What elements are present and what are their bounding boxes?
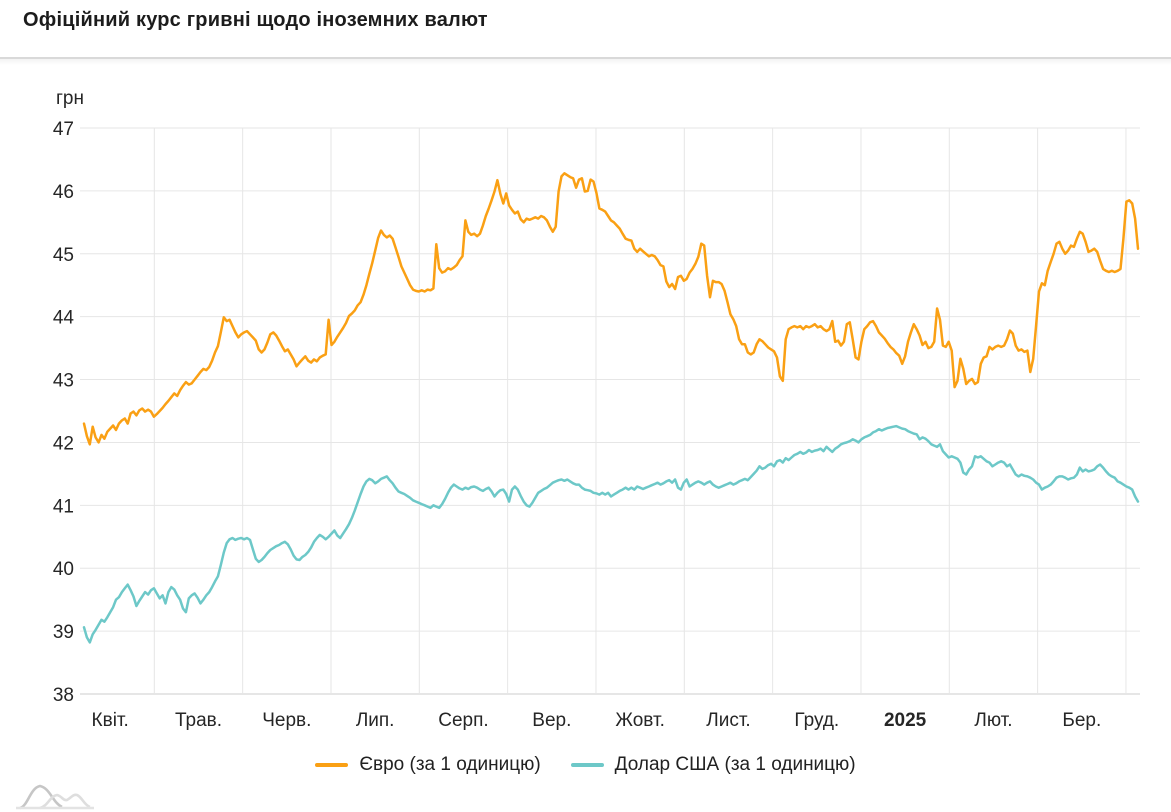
- usd-line-swatch: [570, 763, 604, 767]
- y-tick-label: 44: [53, 308, 75, 329]
- y-tick-label: 43: [53, 371, 74, 392]
- legend-item-usd[interactable]: Долар США (за 1 одиницю): [570, 754, 856, 776]
- eur-line-swatch: [315, 763, 349, 767]
- x-tick-label: Черв.: [262, 710, 311, 731]
- legend-label-eur: Євро (за 1 одиницю): [359, 754, 541, 775]
- x-tick-label: Лип.: [356, 710, 395, 731]
- x-tick-label: Серп.: [438, 710, 488, 731]
- x-tick-label: Квіт.: [92, 710, 129, 731]
- title-divider-shadow: [0, 59, 1171, 65]
- y-tick-label: 40: [53, 559, 74, 580]
- x-tick-label: Вер.: [532, 710, 571, 731]
- y-tick-label: 41: [53, 496, 74, 517]
- x-tick-label: Бер.: [1062, 710, 1101, 731]
- chart-series: [82, 172, 1140, 644]
- x-tick-label: Лют.: [974, 710, 1012, 731]
- x-tick-label: Жовт.: [615, 710, 664, 731]
- x-tick-label: 2025: [884, 710, 927, 731]
- y-tick-label: 39: [53, 622, 74, 643]
- sparkline-hill-dark: [19, 784, 63, 810]
- title-divider: [0, 57, 1171, 59]
- legend-label-usd: Долар США (за 1 одиницю): [614, 754, 856, 775]
- x-tick-label: Трав.: [175, 710, 222, 731]
- y-tick-label: 42: [53, 433, 74, 454]
- x-tick-label: Груд.: [794, 710, 839, 731]
- usd-series-line[interactable]: [82, 424, 1140, 644]
- y-tick-label: 45: [53, 245, 74, 266]
- eur-series-line[interactable]: [82, 172, 1140, 446]
- x-tick-label: Лист.: [706, 710, 750, 731]
- page-title: Офіційний курс гривні щодо іноземних вал…: [23, 9, 488, 31]
- gridlines: [80, 127, 1140, 695]
- sparkline-hill-light: [39, 793, 91, 810]
- y-axis-labels: 47 46 45 44 43 42 41 40 39 38: [53, 119, 75, 706]
- legend-item-eur[interactable]: Євро (за 1 одиницю): [315, 754, 541, 776]
- chart-legend: Євро (за 1 одиницю) Долар США (за 1 один…: [0, 754, 1171, 776]
- x-axis-labels: Квіт. Трав. Черв. Лип. Серп. Вер. Жовт. Лист. Гр…: [92, 710, 1102, 731]
- y-tick-label: 38: [53, 685, 74, 706]
- next-chart-preview-sparkline: [16, 784, 94, 810]
- y-tick-label: 46: [53, 182, 74, 203]
- y-axis-title: грн: [56, 88, 84, 109]
- y-tick-label: 47: [53, 119, 74, 140]
